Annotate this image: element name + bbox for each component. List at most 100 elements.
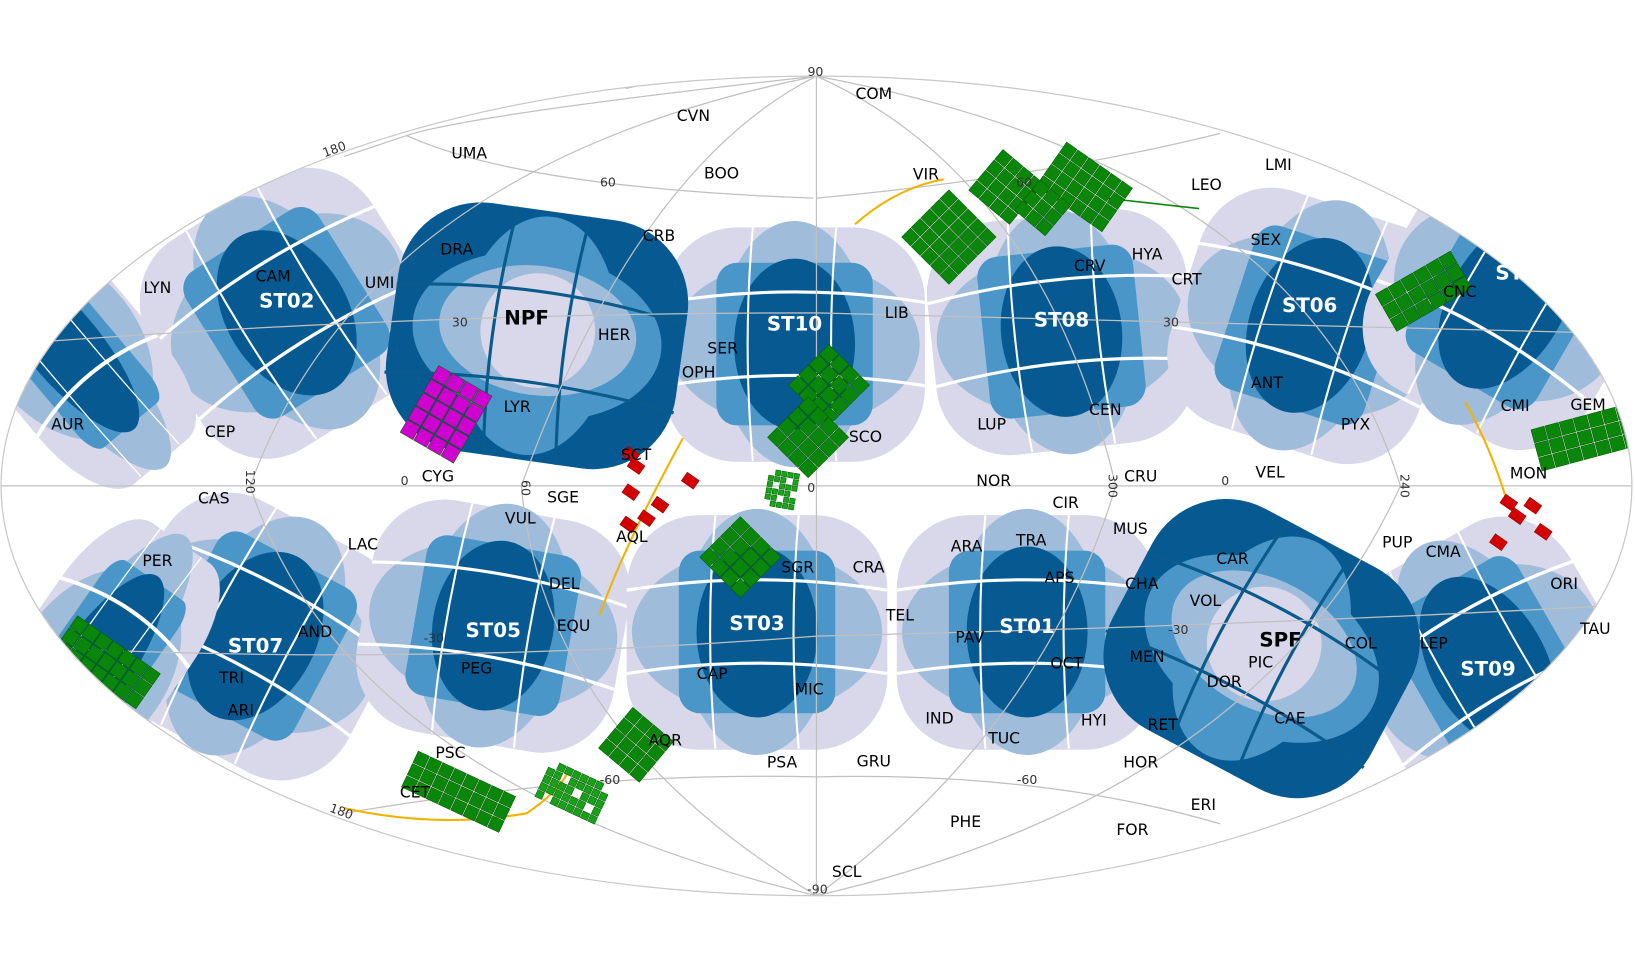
green-footprint-tile	[808, 447, 829, 468]
green-footprint-tile	[1387, 279, 1407, 300]
constellation-label-mon: MON	[1510, 464, 1547, 483]
green-footprint-tile	[1042, 188, 1061, 207]
constellation-label-uma: UMA	[451, 143, 487, 162]
npf-field	[384, 202, 689, 470]
constellation-label-pyx: PYX	[1341, 415, 1371, 434]
green-footprint-tile	[787, 427, 808, 448]
green-footprint-tile	[1608, 435, 1626, 453]
green-scatter-footprint-tile	[594, 798, 605, 810]
green-scatter-footprint-tile	[545, 766, 556, 778]
graticule-line	[625, 76, 817, 90]
green-scatter-footprint-tile	[783, 490, 791, 497]
green-footprint-tile	[498, 790, 516, 809]
constellation-label-sge: SGE	[547, 488, 579, 507]
constellation-label-eri: ERI	[1191, 795, 1216, 814]
green-footprint-tile	[699, 547, 720, 568]
ecliptic-segment	[1464, 400, 1508, 501]
constellation-label-gru: GRU	[857, 751, 891, 770]
survey-field	[926, 208, 1197, 456]
magenta-footprint-tile	[450, 394, 472, 415]
red-footprint	[1499, 493, 1519, 512]
ccd-gap-line	[1006, 211, 1117, 453]
green-scatter-footprint-tile	[564, 803, 576, 814]
green-footprint-tile	[798, 416, 819, 437]
constellation-label-dor: DOR	[1207, 672, 1242, 691]
graticule-line	[249, 76, 817, 487]
green-footprint-tile	[474, 779, 492, 797]
green-footprint-tile	[977, 169, 996, 189]
green-footprint-tile	[1006, 176, 1025, 196]
green-footprint-tile	[920, 246, 939, 266]
green-footprint-tile	[419, 768, 437, 787]
green-footprint-tile	[1035, 217, 1054, 237]
red-footprint	[626, 457, 646, 475]
green-footprint-tile	[949, 237, 968, 256]
constellation-label-tel: TEL	[885, 605, 914, 624]
magenta-footprint-tile	[428, 400, 450, 421]
constellation-label-sgr: SGR	[781, 557, 814, 576]
constellation-label-psa: PSA	[767, 752, 798, 771]
magenta-footprint-tile	[415, 392, 437, 413]
green-scatter-footprint-tile	[567, 777, 579, 788]
green-footprint-tile	[1015, 166, 1034, 185]
green-footprint-tile	[819, 385, 839, 406]
green-footprint-tile	[1394, 292, 1415, 312]
constellation-label-cap: CAP	[697, 664, 728, 683]
green-footprint-tile	[1552, 450, 1570, 468]
ccd-gap-line	[185, 186, 388, 440]
green-scatter-footprint-tile	[777, 489, 785, 496]
constellation-label-scl: SCL	[832, 862, 862, 881]
constellation-label-aql: AQL	[616, 527, 648, 546]
green-scatter-footprint-tile	[785, 484, 792, 491]
constellation-label-vul: VUL	[505, 508, 536, 527]
ccd-gap-line	[927, 273, 1196, 389]
green-footprint-tile	[1059, 141, 1078, 160]
green-scatter-footprint-tile	[781, 470, 788, 478]
green-footprint-tile	[1604, 421, 1623, 439]
green-footprint-tile	[920, 227, 939, 247]
green-footprint-tile	[108, 660, 129, 681]
constellation-label-tau: TAU	[1579, 619, 1610, 638]
constellation-label-ara: ARA	[951, 537, 983, 556]
green-footprint-tile	[968, 218, 987, 237]
green-footprint-tile	[1103, 172, 1122, 192]
green-footprint-tile	[1382, 299, 1402, 320]
green-footprint-tile	[999, 206, 1018, 225]
green-footprint-tile	[751, 557, 771, 578]
green-footprint-tile	[968, 180, 987, 199]
green-footprint-tile	[787, 406, 808, 427]
green-footprint-tile	[767, 427, 788, 448]
green-footprint-tile	[1031, 179, 1051, 198]
green-footprint-tile	[456, 785, 474, 804]
green-footprint-tile	[624, 706, 643, 726]
constellation-label-lep: LEP	[1420, 634, 1448, 653]
constellation-label-cmi: CMI	[1501, 396, 1530, 415]
green-footprint-tile	[1587, 410, 1605, 429]
green-footprint-tile	[985, 159, 1005, 178]
green-footprint-tile	[412, 750, 430, 769]
red-footprint	[680, 471, 700, 490]
green-footprint-tile	[1402, 305, 1422, 325]
green-footprint-tile	[413, 781, 431, 799]
green-footprint-tile	[474, 809, 493, 828]
green-footprint-tile	[819, 344, 839, 365]
ecliptic-segment	[598, 437, 684, 616]
green-footprint-tile	[1081, 157, 1100, 176]
grid-label: 240	[1397, 474, 1412, 498]
green-footprint-tile	[468, 791, 486, 810]
green-footprint-tile	[425, 786, 444, 805]
red-footprint	[621, 483, 641, 501]
green-footprint-tile	[443, 780, 462, 798]
constellation-label-sex: SEX	[1251, 230, 1282, 249]
green-scatter-footprint-tile	[773, 475, 781, 483]
constellation-label-umi: UMI	[365, 273, 395, 292]
green-footprint-tile	[949, 256, 968, 275]
field-label-st09: ST09	[1460, 658, 1515, 681]
green-footprint-tile	[461, 773, 480, 792]
constellation-label-equ: EQU	[557, 616, 591, 635]
green-footprint-tile	[1432, 270, 1453, 290]
grid-label: -30	[424, 630, 444, 645]
green-footprint-tile	[1004, 157, 1024, 177]
green-scatter-footprint-tile	[556, 762, 567, 774]
